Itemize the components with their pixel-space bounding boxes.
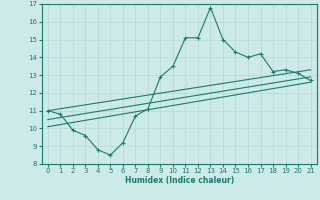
X-axis label: Humidex (Indice chaleur): Humidex (Indice chaleur) [124, 176, 234, 185]
